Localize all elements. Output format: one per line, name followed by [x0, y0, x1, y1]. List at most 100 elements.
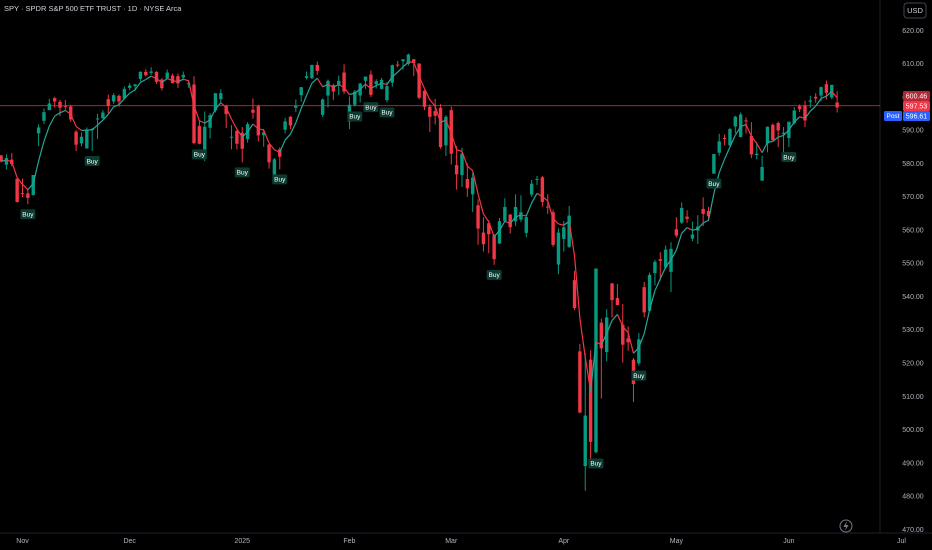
ma-segment — [745, 124, 752, 137]
ma-segment — [568, 221, 576, 256]
candle-body — [208, 115, 212, 128]
x-tick-label: Dec — [123, 538, 136, 545]
y-tick-label: 490.00 — [902, 460, 924, 467]
candle-body — [717, 141, 721, 153]
candle-body — [621, 324, 625, 345]
candle-body — [412, 59, 416, 63]
x-tick-label: May — [670, 538, 684, 545]
candle-body — [444, 116, 448, 146]
candle-body — [454, 165, 459, 175]
candle-body — [481, 232, 486, 245]
ma-segment — [343, 87, 350, 95]
candle-body — [133, 84, 137, 87]
candle-body — [546, 206, 550, 208]
candle-body — [219, 93, 223, 100]
candle-body — [610, 283, 614, 301]
candle-body — [79, 136, 84, 144]
ma-segment — [27, 183, 34, 191]
candle-body — [74, 131, 78, 145]
currency[interactable]: USD — [907, 6, 923, 15]
signal-label: Buy — [783, 154, 795, 161]
candle-body — [122, 88, 127, 99]
ma-segment — [70, 113, 77, 127]
candle-body — [637, 339, 641, 364]
ma-segment — [461, 151, 468, 167]
candle-body — [165, 72, 169, 79]
signal-box — [588, 458, 604, 469]
ma-segment — [686, 227, 693, 231]
ma-segment — [91, 124, 98, 131]
ma-segment — [573, 255, 581, 319]
candle-body — [722, 138, 727, 140]
candle-body — [647, 274, 652, 311]
ma-segment — [541, 196, 549, 202]
candle-body — [572, 280, 577, 309]
candle-body — [288, 116, 293, 126]
ma-segment — [531, 193, 538, 204]
ma-segment — [118, 98, 125, 106]
y-tick-label: 530.00 — [902, 327, 924, 334]
ma-segment — [820, 95, 827, 100]
candle-body — [63, 106, 68, 108]
ma-segment — [804, 110, 811, 119]
candle-body — [406, 54, 411, 64]
candle-body — [144, 71, 148, 76]
candle-body — [578, 351, 582, 413]
ma-segment — [38, 141, 45, 162]
ma-segment — [349, 92, 355, 96]
x-tick-label: Apr — [558, 538, 570, 545]
candle-body — [31, 175, 35, 195]
ma-segment — [445, 119, 452, 134]
candle-body — [235, 131, 239, 144]
signal-label: Buy — [87, 158, 99, 165]
y-tick-label: 480.00 — [902, 494, 924, 501]
candle-body — [588, 359, 593, 442]
signal-label: Buy — [489, 272, 501, 279]
ma-segment — [48, 115, 56, 127]
candle-body — [385, 86, 389, 101]
candle-body — [680, 207, 684, 223]
ma-segment — [289, 122, 297, 135]
candle-body — [320, 99, 325, 115]
candle-body — [154, 71, 159, 82]
candle-body — [819, 87, 823, 96]
candle-body — [315, 64, 319, 71]
ma-segment — [225, 107, 233, 120]
price-tag-value: 600.46 — [906, 93, 928, 100]
candle-body — [508, 214, 512, 228]
ma-segment — [199, 120, 205, 124]
ma-segment — [434, 105, 442, 123]
ma-segment — [799, 116, 806, 120]
signal-label: Buy — [381, 110, 393, 117]
candle-body — [738, 114, 743, 138]
y-tick-label: 560.00 — [902, 227, 924, 234]
candle-body — [127, 85, 132, 88]
candle-body — [824, 84, 829, 93]
candle-body — [417, 63, 421, 98]
ma-segment — [697, 222, 704, 230]
candle-body — [85, 129, 89, 149]
x-tick-label: Mar — [445, 538, 458, 545]
plot-area: Buy Buy Buy Buy Buy Buy Buy Buy Buy Buy Buy Buy Buy — [0, 53, 839, 491]
signal-box — [363, 102, 379, 113]
signal-box — [379, 107, 395, 118]
ma-segment — [268, 142, 275, 151]
ma-segment — [204, 119, 211, 124]
ma-segment — [579, 318, 586, 358]
candle-body — [283, 121, 287, 130]
signal-label: Buy — [365, 104, 377, 111]
currency-button[interactable] — [903, 2, 927, 19]
signal-label: Buy — [633, 373, 645, 380]
x-tick-label: Jul — [897, 538, 906, 545]
candle-body — [342, 72, 346, 92]
candle-body — [401, 59, 405, 62]
ma-segment — [429, 99, 436, 107]
candle-body — [803, 105, 807, 121]
candle-body — [733, 116, 738, 127]
x-tick-label: Nov — [16, 538, 29, 545]
ma-segment — [375, 82, 382, 87]
y-tick-label: 520.00 — [902, 360, 924, 367]
candle-body — [47, 103, 52, 111]
lightning-icon[interactable] — [839, 519, 853, 533]
